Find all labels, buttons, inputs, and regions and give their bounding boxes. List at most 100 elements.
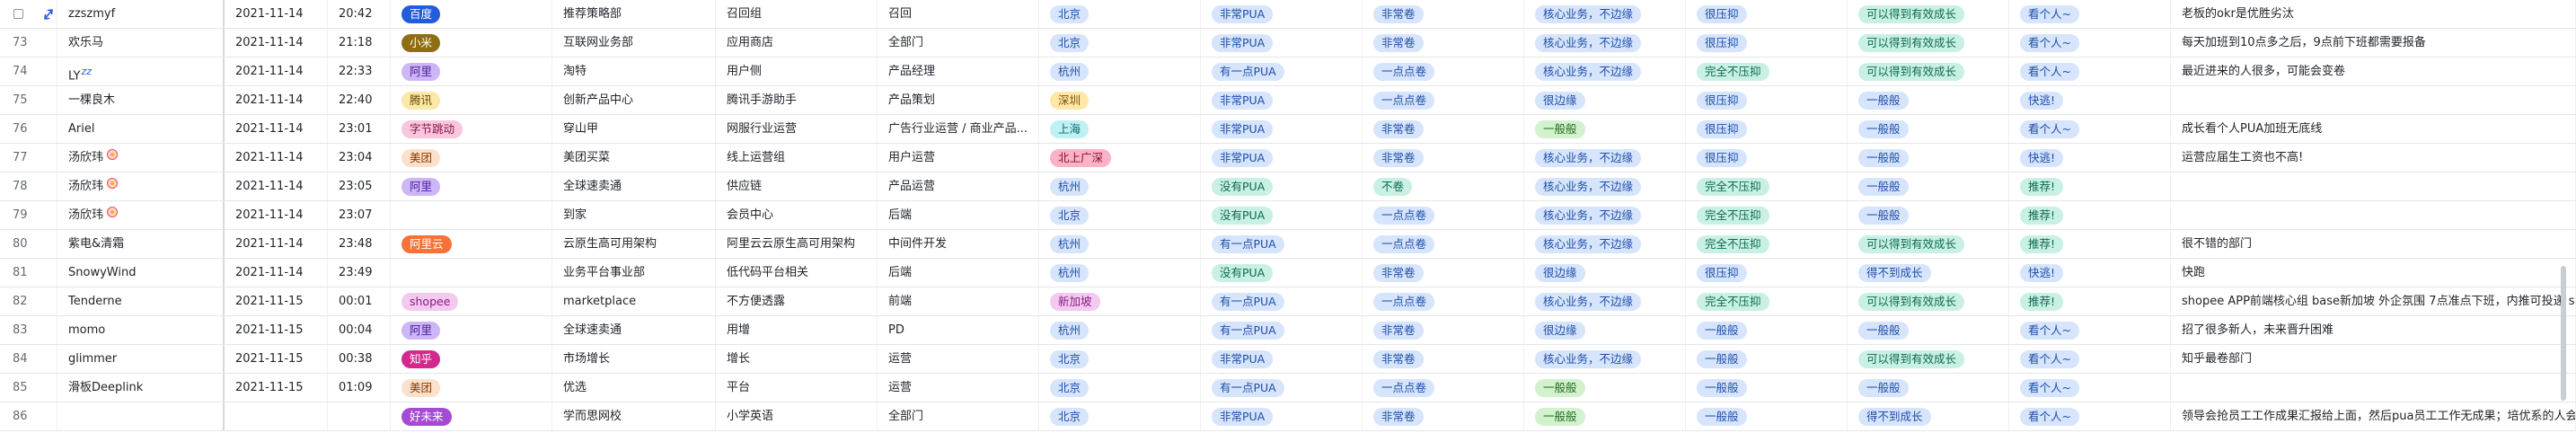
cell-pua[interactable]: 非常PUA: [1201, 144, 1363, 172]
cell-pua[interactable]: 有一点PUA: [1201, 374, 1363, 402]
cell-comment[interactable]: 招了很多新人，未来晋升困难: [2171, 316, 2576, 344]
cell-city[interactable]: 深圳: [1039, 86, 1201, 114]
cell-date[interactable]: 2021-11-14: [225, 115, 328, 143]
cell-name[interactable]: 一棵良木: [57, 86, 225, 114]
cell-role[interactable]: 后端: [878, 259, 1039, 287]
cell-business[interactable]: 核心业务，不边缘: [1524, 144, 1686, 172]
cell-pressure[interactable]: 一般般: [1686, 402, 1848, 430]
cell-recommend[interactable]: 快逃!: [2009, 144, 2171, 172]
cell-growth[interactable]: 可以得到有效成长: [1848, 230, 2009, 258]
cell-time[interactable]: 21:18: [328, 29, 391, 57]
cell-date[interactable]: 2021-11-15: [225, 316, 328, 344]
cell-num[interactable]: 81: [0, 259, 57, 287]
cell-dept[interactable]: 穿山甲: [552, 115, 716, 143]
cell-city[interactable]: 新加坡: [1039, 287, 1201, 315]
cell-name[interactable]: zzszmyf: [57, 0, 225, 28]
cell-dept[interactable]: 市场增长: [552, 345, 716, 373]
cell-date[interactable]: 2021-11-15: [225, 345, 328, 373]
table-row[interactable]: 77 汤欣玮 2021-11-14 23:04 美团 美团买菜 线上运营组 用户运营 北上广深 非…: [0, 144, 2576, 172]
cell-recommend[interactable]: 看个人~: [2009, 402, 2171, 430]
cell-date[interactable]: [225, 402, 328, 430]
cell-pua[interactable]: 有一点PUA: [1201, 57, 1363, 85]
cell-recommend[interactable]: 看个人~: [2009, 316, 2171, 344]
cell-num[interactable]: 78: [0, 172, 57, 200]
cell-pressure[interactable]: 很压抑: [1686, 29, 1848, 57]
cell-name[interactable]: Tenderne: [57, 287, 225, 315]
cell-business[interactable]: 核心业务，不边缘: [1524, 0, 1686, 28]
cell-role[interactable]: 用户运营: [878, 144, 1039, 172]
cell-time[interactable]: 23:05: [328, 172, 391, 200]
cell-name[interactable]: 紫电&清霜: [57, 230, 225, 258]
cell-business[interactable]: 核心业务，不边缘: [1524, 230, 1686, 258]
cell-date[interactable]: 2021-11-14: [225, 57, 328, 85]
cell-num[interactable]: 84: [0, 345, 57, 373]
cell-num[interactable]: 83: [0, 316, 57, 344]
cell-city[interactable]: 北京: [1039, 345, 1201, 373]
cell-growth[interactable]: 一般般: [1848, 144, 2009, 172]
cell-group[interactable]: 增长: [716, 345, 878, 373]
cell-recommend[interactable]: 推荐!: [2009, 201, 2171, 229]
cell-juan[interactable]: 不卷: [1363, 172, 1524, 200]
cell-company[interactable]: 阿里: [391, 57, 552, 85]
cell-group[interactable]: 用户侧: [716, 57, 878, 85]
cell-date[interactable]: 2021-11-15: [225, 287, 328, 315]
cell-pua[interactable]: 非常PUA: [1201, 402, 1363, 430]
cell-time[interactable]: 22:40: [328, 86, 391, 114]
cell-name[interactable]: momo: [57, 316, 225, 344]
cell-company[interactable]: [391, 259, 552, 287]
cell-time[interactable]: 22:33: [328, 57, 391, 85]
cell-recommend[interactable]: 看个人~: [2009, 29, 2171, 57]
cell-pua[interactable]: 没有PUA: [1201, 259, 1363, 287]
cell-role[interactable]: 产品运营: [878, 172, 1039, 200]
cell-comment[interactable]: [2171, 374, 2576, 402]
cell-date[interactable]: 2021-11-14: [225, 86, 328, 114]
cell-group[interactable]: 会员中心: [716, 201, 878, 229]
cell-recommend[interactable]: 推荐!: [2009, 287, 2171, 315]
cell-business[interactable]: 很边缘: [1524, 316, 1686, 344]
cell-group[interactable]: 平台: [716, 374, 878, 402]
cell-name[interactable]: SnowyWind: [57, 259, 225, 287]
cell-pua[interactable]: 非常PUA: [1201, 29, 1363, 57]
cell-group[interactable]: 不方便透露: [716, 287, 878, 315]
cell-growth[interactable]: 可以得到有效成长: [1848, 345, 2009, 373]
cell-business[interactable]: 核心业务，不边缘: [1524, 172, 1686, 200]
cell-city[interactable]: 杭州: [1039, 230, 1201, 258]
cell-growth[interactable]: 一般般: [1848, 201, 2009, 229]
cell-name[interactable]: 汤欣玮: [57, 201, 225, 229]
cell-recommend[interactable]: 看个人~: [2009, 345, 2171, 373]
cell-pressure[interactable]: 很压抑: [1686, 86, 1848, 114]
table-row[interactable]: 74 LYzz 2021-11-14 22:33 阿里 淘特 用户侧 产品经理 杭州 有一点PUA…: [0, 57, 2576, 86]
table-row[interactable]: 80 紫电&清霜 2021-11-14 23:48 阿里云 云原生高可用架构 阿里云云原生高…: [0, 230, 2576, 259]
cell-company[interactable]: 百度: [391, 0, 552, 28]
cell-comment[interactable]: 很不错的部门: [2171, 230, 2576, 258]
cell-pressure[interactable]: 完全不压抑: [1686, 57, 1848, 85]
cell-juan[interactable]: 非常卷: [1363, 259, 1524, 287]
cell-juan[interactable]: 非常卷: [1363, 115, 1524, 143]
cell-comment[interactable]: [2171, 86, 2576, 114]
cell-growth[interactable]: 可以得到有效成长: [1848, 0, 2009, 28]
cell-dept[interactable]: 全球速卖通: [552, 316, 716, 344]
cell-num[interactable]: 79: [0, 201, 57, 229]
cell-role[interactable]: 全部门: [878, 29, 1039, 57]
cell-pua[interactable]: 非常PUA: [1201, 0, 1363, 28]
cell-role[interactable]: 广告行业运营 / 商业产品...: [878, 115, 1039, 143]
cell-role[interactable]: 产品经理: [878, 57, 1039, 85]
cell-recommend[interactable]: 看个人~: [2009, 115, 2171, 143]
cell-comment[interactable]: 成长看个人PUA加班无底线: [2171, 115, 2576, 143]
cell-city[interactable]: 北京: [1039, 374, 1201, 402]
cell-city[interactable]: 北京: [1039, 0, 1201, 28]
cell-num[interactable]: 85: [0, 374, 57, 402]
cell-business[interactable]: 核心业务，不边缘: [1524, 201, 1686, 229]
cell-recommend[interactable]: 看个人~: [2009, 57, 2171, 85]
cell-business[interactable]: 很边缘: [1524, 86, 1686, 114]
cell-time[interactable]: 23:04: [328, 144, 391, 172]
cell-growth[interactable]: 一般般: [1848, 316, 2009, 344]
cell-juan[interactable]: 非常卷: [1363, 402, 1524, 430]
cell-num[interactable]: 76: [0, 115, 57, 143]
cell-dept[interactable]: 到家: [552, 201, 716, 229]
cell-growth[interactable]: 可以得到有效成长: [1848, 57, 2009, 85]
cell-business[interactable]: 一般般: [1524, 402, 1686, 430]
cell-company[interactable]: 阿里云: [391, 230, 552, 258]
cell-recommend[interactable]: 看个人~: [2009, 374, 2171, 402]
cell-city[interactable]: 北京: [1039, 201, 1201, 229]
